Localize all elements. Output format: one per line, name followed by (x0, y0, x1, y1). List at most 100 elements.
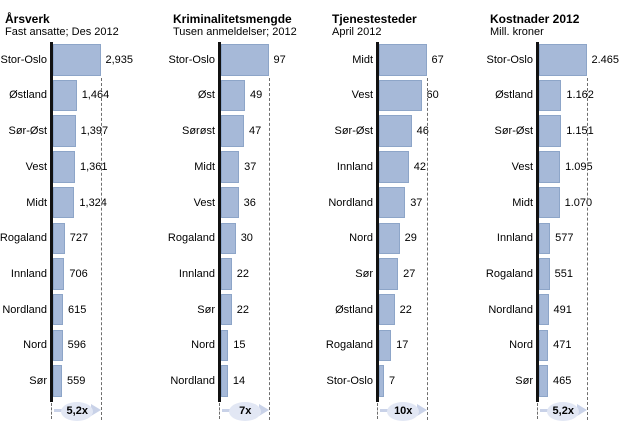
category-label: Sør-Øst (334, 125, 374, 138)
bar (379, 365, 384, 397)
category-label: Rogaland (0, 232, 47, 245)
value-label: 1,464 (81, 89, 110, 102)
value-label: 37 (410, 196, 423, 209)
max-reference-dashed-line (426, 77, 428, 420)
chart-title: Årsverk (5, 12, 50, 26)
value-label: 491 (553, 303, 572, 316)
category-label: Midt (26, 196, 47, 209)
category-label: Midt (194, 160, 215, 173)
value-label: 471 (553, 339, 572, 352)
value-label: 30 (240, 232, 253, 245)
chart-subtitle: Fast ansatte; Des 2012 (5, 26, 119, 38)
bar (379, 293, 395, 326)
category-label: Nordland (328, 196, 373, 209)
category-label: Nord (23, 339, 47, 352)
bar (53, 115, 76, 147)
bar (539, 79, 562, 112)
max-min-ratio-badge: 5,2x (547, 401, 580, 421)
value-label: 67 (431, 53, 444, 66)
value-label: 14 (232, 375, 246, 388)
bar (539, 151, 561, 183)
axis-dashed-tick (377, 403, 378, 419)
category-label: Nord (509, 339, 533, 352)
arrow-right-icon (258, 404, 269, 416)
value-label: 37 (244, 160, 257, 173)
category-label: Øst (197, 89, 215, 102)
value-label: 49 (250, 89, 263, 102)
value-label: 551 (554, 267, 573, 280)
category-label: Stor-Oslo (168, 53, 215, 66)
category-label: Innland (496, 232, 533, 245)
value-label: 727 (69, 232, 89, 245)
value-label: 22 (236, 303, 250, 316)
bar (221, 186, 239, 219)
y-axis-line (50, 42, 53, 402)
category-label: Sør (515, 375, 533, 388)
value-label: 97 (273, 53, 286, 66)
category-label: Stor-Oslo (486, 53, 533, 66)
bar (53, 258, 65, 290)
value-label: 1.151 (566, 125, 594, 138)
axis-dashed-tick (219, 403, 220, 419)
category-label: Sør (355, 267, 373, 280)
max-min-ratio-badge: 10x (387, 401, 420, 421)
value-label: 577 (555, 232, 574, 245)
chart-header: Kriminalitetsmengde Tusen anmeldelser; 20… (173, 12, 297, 39)
bar (539, 293, 549, 326)
category-label: Nord (349, 232, 373, 245)
value-label: 559 (67, 375, 86, 388)
bar (221, 329, 229, 362)
bar (221, 151, 240, 183)
category-label: Innland (10, 267, 47, 280)
category-label: Rogaland (485, 267, 533, 280)
value-label: 7 (389, 375, 396, 388)
arrow-right-icon (576, 404, 587, 416)
y-axis-line (536, 42, 539, 402)
bar (53, 79, 77, 112)
bar (221, 258, 232, 290)
value-label: 2.465 (591, 53, 620, 66)
bar (53, 365, 62, 397)
category-label: Østland (335, 303, 373, 316)
bar (379, 186, 406, 219)
category-label: Vest (511, 160, 533, 173)
bar (379, 115, 412, 147)
value-label: 22 (399, 303, 412, 316)
category-label: Innland (336, 160, 373, 173)
category-label: Østland (495, 89, 533, 102)
bar (379, 258, 399, 290)
value-label: 46 (416, 125, 429, 138)
category-label: Sør-Øst (8, 125, 48, 138)
value-label: 36 (243, 196, 256, 209)
value-label: 60 (426, 89, 439, 102)
chart-title: Tjenestesteder (332, 12, 417, 26)
category-label: Sør (197, 303, 215, 316)
chart-header: Årsverk Fast ansatte; Des 2012 (5, 12, 119, 39)
bar (379, 329, 392, 362)
bar (53, 293, 63, 326)
bar (539, 44, 587, 76)
chart-title: Kriminalitetsmengde (173, 12, 292, 26)
category-label: Midt (512, 196, 533, 209)
chart-subtitle: Mill. kroner (490, 26, 544, 38)
bar (53, 186, 75, 219)
chart-header: Kostnader 2012 Mill. kroner (490, 12, 579, 39)
value-label: 1.162 (566, 89, 594, 102)
category-label: Vest (351, 89, 373, 102)
category-label: Stor-Oslo (0, 53, 47, 66)
max-reference-dashed-line (586, 77, 588, 420)
bar (539, 186, 560, 219)
max-reference-dashed-line (268, 77, 270, 420)
chart-header: Tjenestesteder April 2012 (332, 12, 417, 39)
value-label: 17 (396, 339, 409, 352)
value-label: 615 (68, 303, 87, 316)
arrow-right-icon (416, 404, 427, 416)
bar (379, 79, 422, 112)
bar (539, 365, 548, 397)
value-label: 706 (69, 267, 88, 280)
value-label: 1.070 (564, 196, 593, 209)
value-label: 15 (233, 339, 246, 352)
bar (221, 222, 236, 254)
bar (379, 44, 427, 76)
